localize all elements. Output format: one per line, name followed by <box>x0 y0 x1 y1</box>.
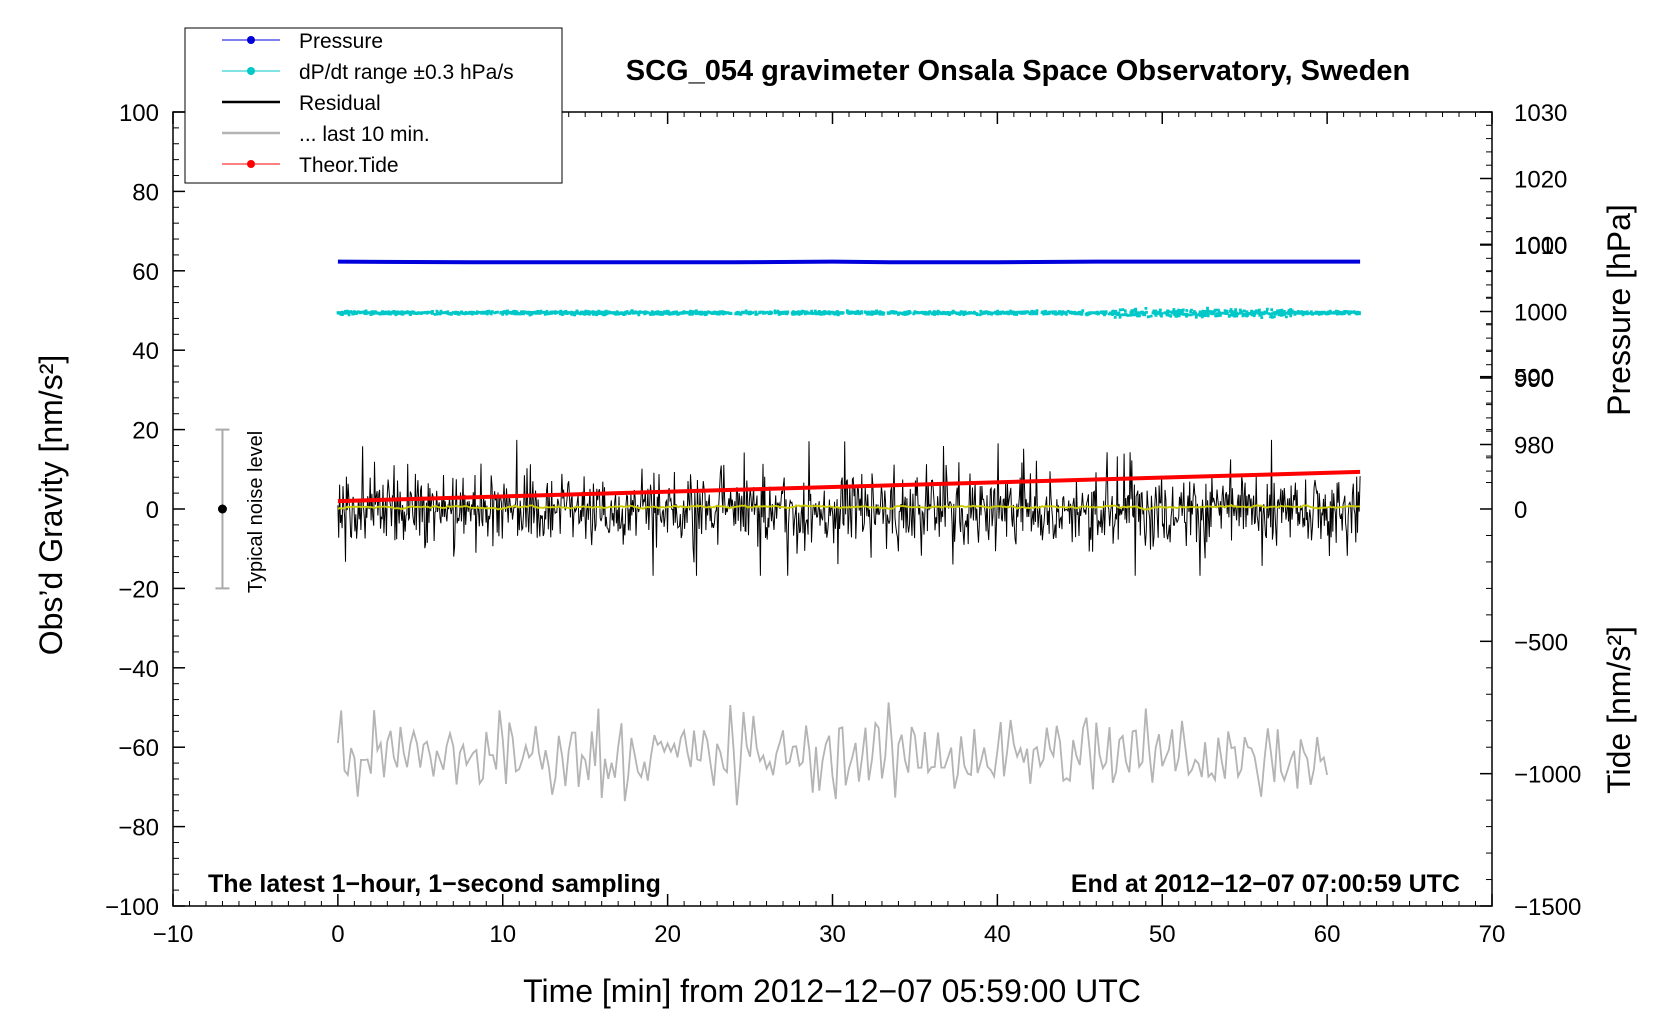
series-layer <box>336 259 1361 806</box>
y-left-tick-label: 20 <box>132 418 159 445</box>
y-left-tick-label: −100 <box>105 894 159 921</box>
annotation-right: End at 2012−12−07 07:00:59 UTC <box>1071 870 1460 898</box>
y-tide-tick-label: 1000 <box>1514 232 1567 259</box>
y-axis-tide-label: Tide [nm/s²] <box>1601 626 1637 794</box>
y-left-tick-label: −60 <box>118 735 159 762</box>
y-pressure-tick-label: 990 <box>1514 366 1554 393</box>
y-left-tick-label: 60 <box>132 259 159 286</box>
y-tide-tick-label: 0 <box>1514 497 1527 524</box>
x-axis-label: Time [min] from 2012−12−07 05:59:00 UTC <box>523 973 1141 1009</box>
y-left-tick-label: 40 <box>132 338 159 365</box>
y-tide-tick-label: 500 <box>1514 365 1554 392</box>
y-pressure-tick-label: 1030 <box>1514 100 1567 127</box>
legend-label: Pressure <box>299 30 383 53</box>
y-tide-tick-label: −1500 <box>1514 894 1581 921</box>
x-tick-label: 40 <box>984 921 1011 948</box>
y-axis-left-label: Obs’d Gravity [nm/s²] <box>33 355 69 656</box>
y-tide-tick-label: −500 <box>1514 629 1568 656</box>
series-last10-line <box>337 702 1328 806</box>
annotation-left: The latest 1−hour, 1−second sampling <box>208 870 661 898</box>
y-left-tick-label: 100 <box>119 100 159 127</box>
series-pressure-line <box>337 259 1361 265</box>
y-left-tick-label: 80 <box>132 179 159 206</box>
x-tick-label: 70 <box>1479 921 1506 948</box>
legend-label: dP/dt range ±0.3 hPa/s <box>299 61 514 84</box>
legend: Pressure dP/dt range ±0.3 hPa/s Residual..… <box>184 27 563 184</box>
x-tick-label: 30 <box>819 921 846 948</box>
x-tick-label: 20 <box>654 921 681 948</box>
y-left-tick-label: −40 <box>118 656 159 683</box>
noise-bar: Typical noise level <box>215 428 267 593</box>
y-pressure-tick-label: 1020 <box>1514 167 1567 194</box>
x-tick-label: 10 <box>489 921 516 948</box>
series-residual-smoothed-line <box>337 503 1361 511</box>
x-tick-label: 50 <box>1149 921 1176 948</box>
series-tide-line <box>337 469 1361 504</box>
y-left-tick-label: −20 <box>118 576 159 603</box>
y-left-tick-label: 0 <box>146 497 159 524</box>
chart-title: SCG_054 gravimeter Onsala Space Observat… <box>626 55 1410 87</box>
legend-marker <box>247 36 255 44</box>
y-axis-pressure-label: Pressure [hPa] <box>1601 204 1637 416</box>
x-tick-label: 60 <box>1314 921 1341 948</box>
y-left-tick-label: −80 <box>118 815 159 842</box>
legend-label: ... last 10 min. <box>299 123 430 146</box>
y-pressure-tick-label: 1000 <box>1514 300 1567 327</box>
legend-marker <box>247 67 255 75</box>
y-pressure-tick-label: 1010 <box>1514 233 1567 260</box>
axis-ticks: −10 0 10 20 30 40 50 60 70100806040200−20−40−60−… <box>105 100 1581 948</box>
x-tick-label: −10 <box>153 921 194 948</box>
x-tick-label: 0 <box>331 921 344 948</box>
y-pressure-tick-label: 980 <box>1514 433 1554 460</box>
legend-marker <box>247 160 255 168</box>
legend-label: Theor.Tide <box>299 154 399 177</box>
series-dpdt-points <box>336 306 1361 319</box>
y-tide-tick-label: −1000 <box>1514 762 1581 789</box>
legend-box <box>184 27 563 184</box>
noise-bar-label: Typical noise level <box>245 431 267 593</box>
series-residual-line <box>337 439 1361 576</box>
noise-bar-center-dot <box>217 504 227 514</box>
legend-label: Residual <box>299 92 381 115</box>
